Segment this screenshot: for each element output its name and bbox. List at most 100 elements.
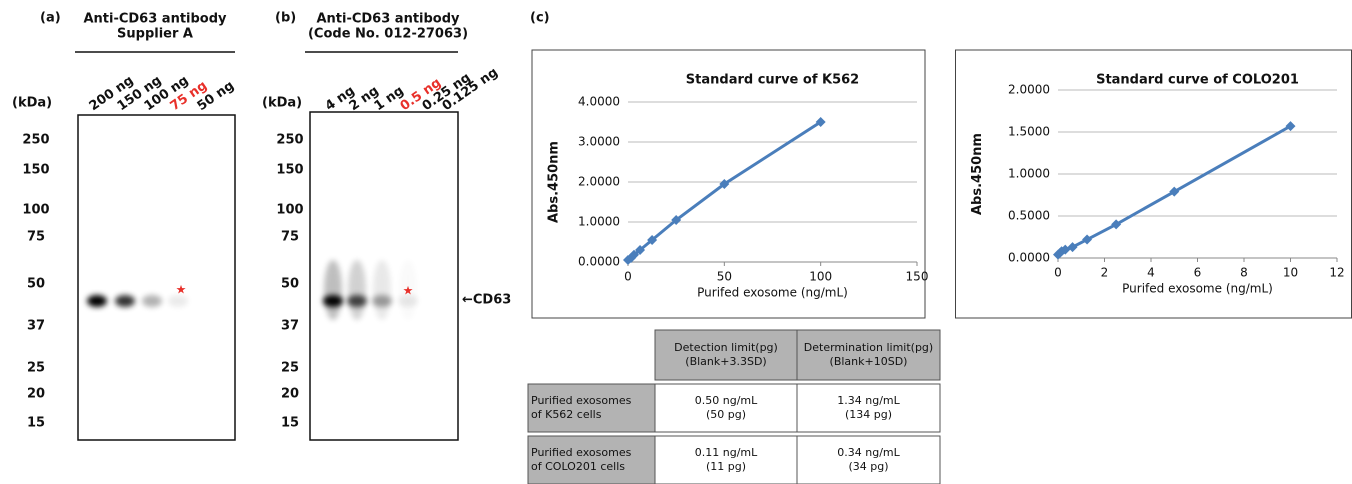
marker-label: 25 [27, 361, 45, 376]
cell-text: of COLO201 cells [531, 460, 625, 473]
cell-text: (134 pg) [845, 408, 892, 421]
data-point [671, 215, 682, 225]
cell-text: (Blank+10SD) [830, 355, 908, 368]
data-point [1169, 186, 1180, 197]
x-tick-label: 0 [1054, 266, 1062, 280]
table-cell [654, 383, 798, 433]
y-tick-label: 0.0000 [578, 255, 620, 269]
x-tick-label: 0 [624, 270, 632, 284]
marker-label: 37 [281, 319, 299, 334]
marker-label: 50 [27, 277, 45, 292]
table-cell [796, 383, 941, 433]
band [347, 295, 367, 307]
y-tick-label: 0.5000 [1008, 209, 1050, 223]
x-axis-title: Purifed exosome (ng/mL) [697, 286, 848, 300]
cell-text: 0.11 ng/mL [695, 446, 758, 459]
data-point [719, 179, 730, 189]
x-tick-label: 50 [717, 270, 732, 284]
cell-text: (Blank+3.3SD) [685, 355, 766, 368]
band [115, 295, 135, 307]
data-point [1285, 121, 1296, 132]
data-point [1111, 219, 1122, 230]
x-tick-label: 150 [906, 270, 929, 284]
x-tick-label: 12 [1329, 266, 1344, 280]
cell-text: (11 pg) [706, 460, 746, 473]
cell-text: (50 pg) [706, 408, 746, 421]
data-point [1082, 234, 1093, 245]
y-tick-label: 3.0000 [578, 135, 620, 149]
smear [373, 260, 391, 320]
cell-text: Purified exosomes [531, 446, 632, 459]
data-point [815, 117, 826, 127]
marker-label: 100 [22, 203, 49, 218]
cell-text: 1.34 ng/mL [837, 394, 900, 407]
y-tick-label: 0.0000 [1008, 251, 1050, 265]
band [142, 295, 162, 307]
y-tick-label: 4.0000 [578, 95, 620, 109]
panel-label: (a) [40, 11, 61, 26]
x-tick-label: 10 [1283, 266, 1298, 280]
marker-label: 150 [22, 163, 49, 178]
marker-label: 37 [27, 319, 45, 334]
chart-title: Standard curve of K562 [686, 73, 859, 88]
star: ★ [403, 284, 414, 298]
marker-label: 250 [276, 133, 303, 148]
cell-text: (34 pg) [848, 460, 888, 473]
x-tick-label: 8 [1240, 266, 1248, 280]
marker-label: 20 [281, 387, 299, 402]
y-axis-title: Abs.450nm [547, 141, 562, 223]
chart-frame [955, 49, 1352, 319]
marker-label: 15 [281, 416, 299, 431]
y-tick-label: 1.0000 [578, 215, 620, 229]
blot-title: Supplier A [117, 27, 193, 42]
table-cell [654, 329, 798, 381]
data-point [635, 245, 646, 255]
y-axis-title: Abs.450nm [970, 133, 985, 215]
marker-label: 20 [27, 387, 45, 402]
marker-label: 150 [276, 163, 303, 178]
blot-title: (Code No. 012-27063) [308, 27, 468, 42]
blot-title: Anti-CD63 antibody [316, 12, 460, 27]
y-tick-label: 1.5000 [1008, 125, 1050, 139]
star: ★ [176, 283, 187, 297]
blot-frame [77, 114, 236, 441]
band [323, 295, 343, 307]
data-point [1067, 242, 1078, 253]
marker-label: 15 [27, 416, 45, 431]
band [168, 295, 188, 307]
data-point [629, 249, 640, 260]
band-label: ←CD63 [462, 293, 511, 308]
unit-label: (kDa) [262, 96, 302, 111]
band [87, 295, 107, 307]
cell-text: 0.50 ng/mL [695, 394, 758, 407]
data-point [647, 235, 658, 245]
y-tick-label: 1.0000 [1008, 167, 1050, 181]
chart-title: Standard curve of COLO201 [1096, 73, 1299, 88]
x-tick-label: 4 [1147, 266, 1155, 280]
table-cell [527, 383, 656, 433]
marker-label: 25 [281, 361, 299, 376]
band [398, 295, 418, 307]
x-tick-label: 6 [1194, 266, 1202, 280]
blot-title: Anti-CD63 antibody [83, 12, 227, 27]
y-tick-label: 2.0000 [578, 175, 620, 189]
marker-label: 75 [27, 230, 45, 245]
panel-label: (b) [275, 11, 296, 26]
x-tick-label: 100 [809, 270, 832, 284]
table-cell [796, 329, 941, 381]
table-cell [796, 435, 941, 484]
unit-label: (kDa) [12, 96, 52, 111]
table-cell [527, 435, 656, 484]
cell-text: 0.34 ng/mL [837, 446, 900, 459]
marker-label: 100 [276, 203, 303, 218]
x-tick-label: 2 [1101, 266, 1109, 280]
cell-text: of K562 cells [531, 408, 602, 421]
marker-label: 75 [281, 230, 299, 245]
cell-text: Detection limit(pg) [674, 341, 778, 354]
band [372, 295, 392, 307]
table-cell [654, 435, 798, 484]
cell-text: Determination limit(pg) [804, 341, 933, 354]
cell-text: Purified exosomes [531, 394, 632, 407]
x-axis-title: Purifed exosome (ng/mL) [1122, 282, 1273, 296]
